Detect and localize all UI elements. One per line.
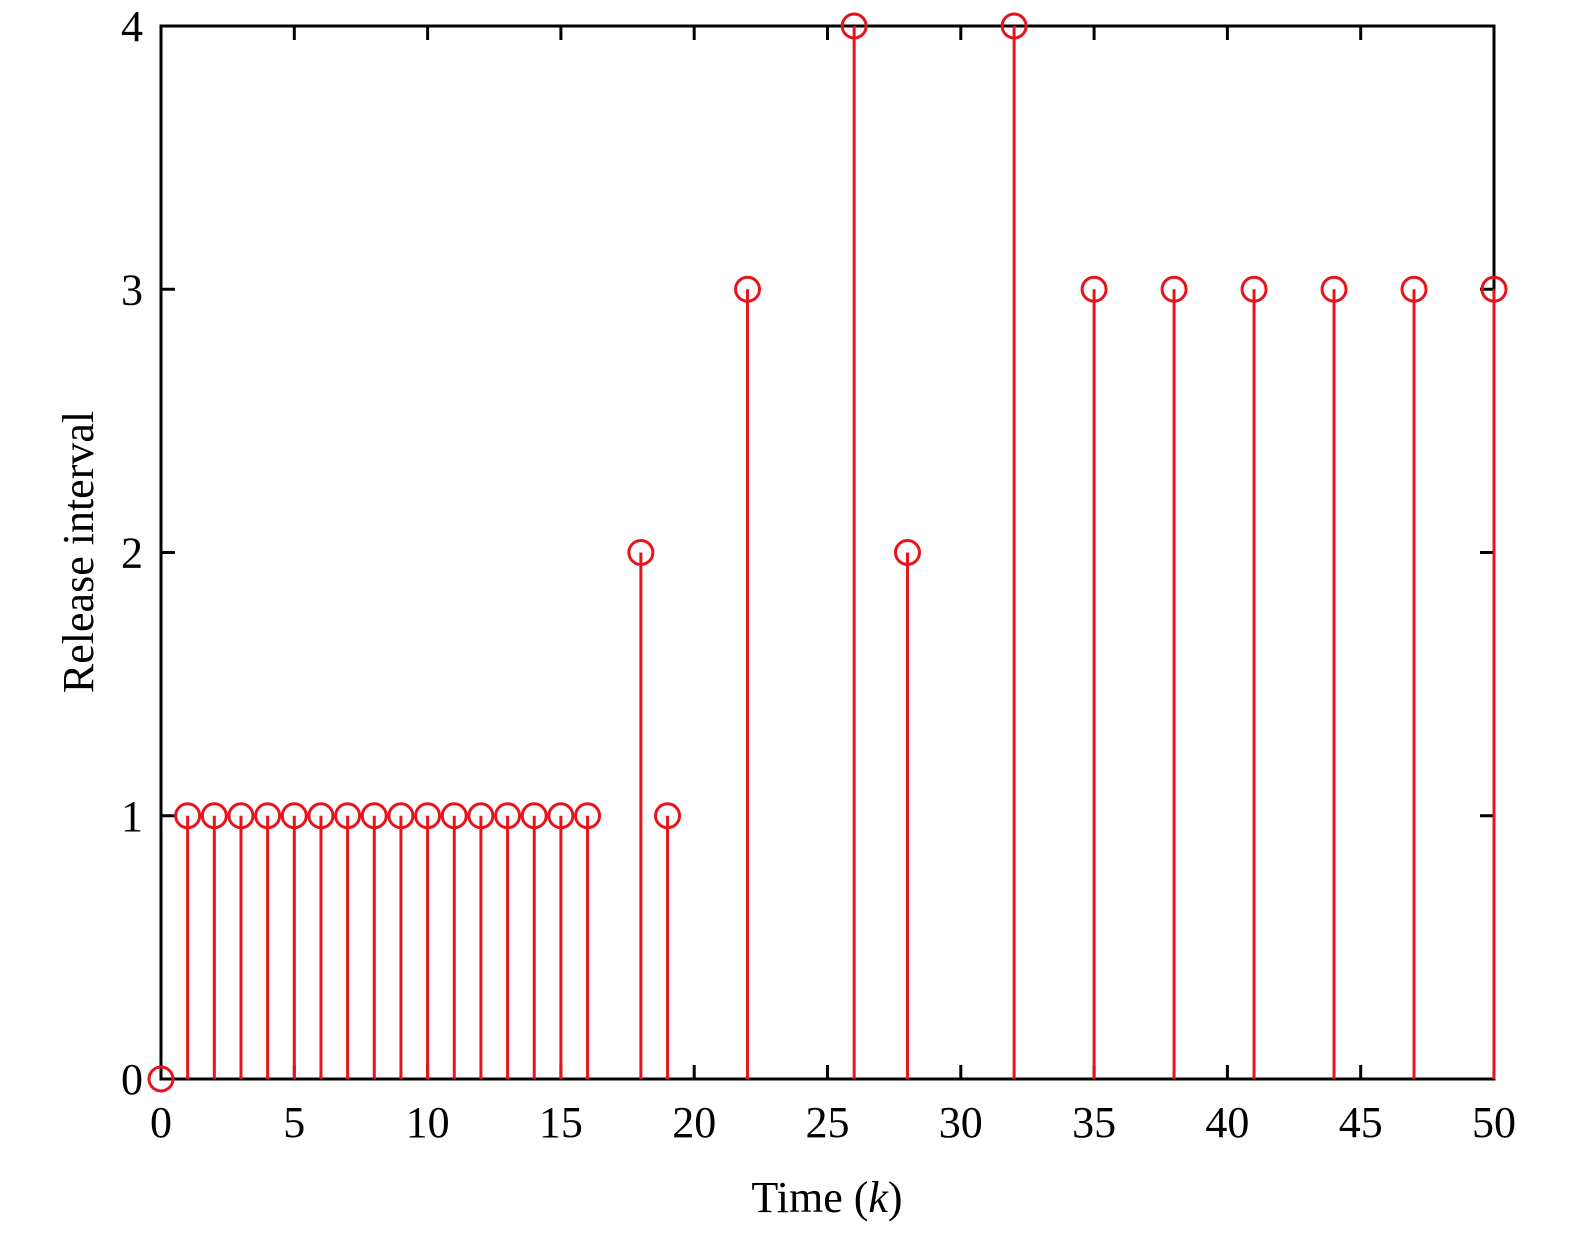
stem-point	[1400, 275, 1428, 1079]
stem-marker	[387, 802, 415, 830]
stem-marker	[654, 802, 682, 830]
stem-marker	[307, 802, 335, 830]
stem-marker	[734, 275, 762, 303]
stem-marker	[414, 802, 442, 830]
x-tick-label: 0	[150, 1098, 172, 1147]
stem-point	[574, 802, 602, 1079]
stem-point	[200, 802, 228, 1079]
stem-marker	[440, 802, 468, 830]
stem-marker	[360, 802, 388, 830]
stem-marker	[1160, 275, 1188, 303]
stem-marker	[227, 802, 255, 830]
stem-point	[174, 802, 202, 1079]
x-tick-label: 15	[539, 1098, 583, 1147]
stem-point	[387, 802, 415, 1079]
stem-marker	[334, 802, 362, 830]
stem-marker	[520, 802, 548, 830]
stem-point	[1320, 275, 1348, 1079]
stem-point	[1160, 275, 1188, 1079]
data-stems	[147, 12, 1508, 1093]
plot-frame	[159, 24, 1496, 1081]
stem-marker	[147, 1065, 175, 1093]
stem-point	[414, 802, 442, 1079]
stem-point	[547, 802, 575, 1079]
x-tick-label: 10	[406, 1098, 450, 1147]
tick-labels: 0 5 10 15 20 25 30 35 40 45 50 0 1 2 3 4	[121, 2, 1516, 1147]
stem-point	[227, 802, 255, 1079]
stem-point	[1240, 275, 1268, 1079]
stem-marker	[893, 539, 921, 566]
stem-marker	[627, 539, 655, 566]
x-tick-label: 5	[283, 1098, 305, 1147]
x-tick-label: 20	[672, 1098, 716, 1147]
stem-marker	[1240, 275, 1268, 303]
stem-point	[360, 802, 388, 1079]
stem-marker	[574, 802, 602, 830]
stem-point	[1000, 12, 1028, 1079]
stem-marker	[1000, 12, 1028, 40]
x-tick-label: 35	[1072, 1098, 1116, 1147]
stem-marker	[174, 802, 202, 830]
stem-point	[1480, 275, 1508, 1079]
stem-point	[893, 539, 921, 1079]
stem-point	[627, 539, 655, 1079]
stem-marker	[1400, 275, 1428, 303]
x-tick-label: 50	[1472, 1098, 1516, 1147]
y-tick-label: 3	[121, 265, 143, 314]
y-tick-label: 2	[121, 529, 143, 578]
y-tick-label: 0	[121, 1055, 143, 1104]
x-tick-label: 40	[1205, 1098, 1249, 1147]
stem-point	[467, 802, 495, 1079]
stem-point	[494, 802, 522, 1079]
x-tick-label: 45	[1339, 1098, 1383, 1147]
axis-ticks	[159, 24, 1496, 1081]
stem-marker	[1480, 275, 1508, 303]
stem-point	[307, 802, 335, 1079]
y-tick-label: 1	[121, 792, 143, 841]
stem-marker	[467, 802, 495, 830]
plot-border	[159, 24, 1496, 1081]
stem-marker	[200, 802, 228, 830]
x-axis-title: Time (k)	[751, 1173, 902, 1222]
stem-marker	[1320, 275, 1348, 303]
stem-point	[734, 275, 762, 1079]
stem-marker	[1080, 275, 1108, 303]
stem-point	[1080, 275, 1108, 1079]
stem-point	[334, 802, 362, 1079]
stem-marker	[280, 802, 308, 830]
x-tick-label: 25	[806, 1098, 850, 1147]
stem-point	[254, 802, 282, 1079]
stem-marker	[494, 802, 522, 830]
stem-point	[147, 1065, 175, 1093]
stem-point	[280, 802, 308, 1079]
y-tick-label: 4	[121, 2, 143, 51]
stem-marker	[547, 802, 575, 830]
stem-point	[654, 802, 682, 1079]
stem-point	[440, 802, 468, 1079]
stem-marker	[254, 802, 282, 830]
stem-point	[520, 802, 548, 1079]
stem-point	[840, 12, 868, 1079]
y-axis-title: Release interval	[54, 411, 103, 693]
x-tick-label: 30	[939, 1098, 983, 1147]
stem-marker	[840, 12, 868, 40]
